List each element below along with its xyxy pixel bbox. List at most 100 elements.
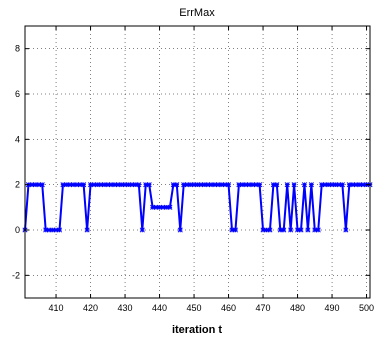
data-point-marker — [360, 182, 366, 188]
data-point-marker — [39, 182, 45, 188]
data-point-marker — [188, 182, 194, 188]
plot-background — [25, 26, 370, 298]
data-point-marker — [343, 227, 349, 233]
data-point-marker — [298, 227, 304, 233]
data-point-marker — [105, 182, 111, 188]
data-point-marker — [191, 182, 197, 188]
data-point-marker — [263, 227, 270, 233]
data-point-marker — [201, 182, 207, 188]
data-point-marker — [291, 182, 297, 188]
y-tick-label: 0 — [15, 225, 20, 235]
data-point-marker — [284, 182, 290, 188]
data-point-marker — [146, 182, 152, 188]
data-point-marker — [301, 182, 308, 188]
data-point-marker — [222, 182, 228, 188]
data-point-marker — [215, 182, 221, 188]
y-tick-label: 8 — [15, 44, 20, 54]
data-point-marker — [208, 182, 214, 188]
data-point-marker — [326, 182, 332, 188]
data-point-marker — [125, 182, 132, 188]
data-point-marker — [246, 182, 252, 188]
data-point-marker — [143, 182, 149, 188]
data-point-marker — [181, 182, 187, 188]
data-point-marker — [277, 227, 283, 233]
data-point-marker — [53, 227, 59, 233]
x-tick-label: 500 — [359, 303, 374, 313]
data-point-marker — [132, 182, 138, 188]
data-point-marker — [308, 182, 314, 188]
y-tick-label: 6 — [15, 89, 20, 99]
data-point-marker — [194, 182, 201, 188]
data-point-marker — [281, 227, 287, 233]
data-point-marker — [205, 182, 211, 188]
data-point-marker — [184, 182, 190, 188]
data-point-marker — [46, 227, 52, 233]
data-point-marker — [136, 182, 142, 188]
data-point-marker — [77, 182, 83, 188]
data-point-marker — [36, 182, 42, 188]
data-point-marker — [160, 204, 166, 210]
y-tick-label: -2 — [12, 270, 20, 280]
x-tick-label: 480 — [290, 303, 305, 313]
x-axis-label: iteration t — [172, 324, 222, 336]
data-point-marker — [225, 182, 232, 188]
data-point-marker — [87, 182, 94, 188]
data-point-marker — [243, 182, 249, 188]
data-point-marker — [167, 204, 173, 210]
data-point-marker — [305, 227, 311, 233]
data-point-marker — [332, 182, 339, 188]
data-point-marker — [312, 227, 318, 233]
data-point-marker — [94, 182, 101, 188]
x-tick-label: 420 — [83, 303, 98, 313]
data-point-marker — [163, 204, 170, 210]
data-point-marker — [84, 227, 90, 233]
data-point-marker — [170, 182, 176, 188]
data-point-marker — [250, 182, 256, 188]
data-point-marker — [232, 227, 239, 233]
data-point-marker — [350, 182, 356, 188]
data-point-marker — [239, 182, 245, 188]
data-point-marker — [32, 182, 38, 188]
axis-ticks: 410 420 430 440 450 460 470 480 490 500 -2 0 2 4 6 8 — [12, 26, 374, 313]
y-tick-label: 2 — [15, 180, 20, 190]
data-point-marker — [270, 182, 276, 188]
x-tick-label: 430 — [118, 303, 133, 313]
data-point-marker — [60, 182, 66, 188]
data-point-marker — [119, 182, 125, 188]
data-point-marker — [229, 227, 235, 233]
plot-frame — [24, 25, 371, 299]
x-tick-label: 490 — [325, 303, 340, 313]
data-point-marker — [174, 182, 180, 188]
data-point-marker — [70, 182, 76, 188]
data-point-marker — [236, 182, 242, 188]
data-point-marker — [315, 227, 321, 233]
data-point-marker — [101, 182, 107, 188]
data-point-marker — [129, 182, 135, 188]
data-point-marker — [329, 182, 335, 188]
data-point-marker — [91, 182, 97, 188]
data-point-marker — [257, 182, 263, 188]
data-point-marker — [139, 227, 145, 233]
data-point-marker — [260, 227, 266, 233]
data-point-marker — [212, 182, 218, 188]
y-tick-label: 4 — [15, 134, 20, 144]
data-point-marker — [112, 182, 118, 188]
data-point-marker — [294, 227, 301, 233]
x-tick-label: 470 — [256, 303, 271, 313]
data-point-marker — [63, 182, 69, 188]
data-point-marker — [56, 227, 63, 233]
chart-title: ErrMax — [179, 7, 215, 19]
data-point-marker — [81, 182, 87, 188]
data-point-marker — [122, 182, 128, 188]
data-point-marker — [267, 227, 273, 233]
data-point-marker — [150, 204, 156, 210]
data-point-marker — [50, 227, 56, 233]
x-tick-label: 440 — [152, 303, 167, 313]
data-point-marker — [177, 227, 183, 233]
data-point-marker — [353, 182, 359, 188]
data-point-marker — [357, 182, 363, 188]
x-tick-label: 460 — [221, 303, 236, 313]
x-tick-label: 450 — [187, 303, 202, 313]
data-point-marker — [253, 182, 259, 188]
